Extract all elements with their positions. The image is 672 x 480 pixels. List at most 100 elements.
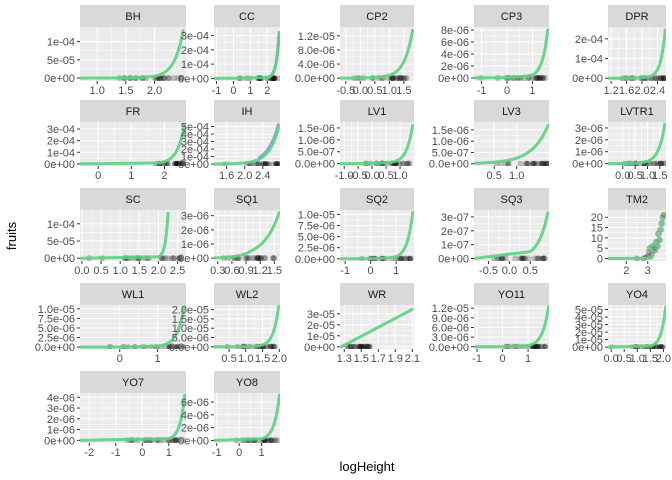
data-point [531, 160, 538, 166]
data-point [166, 344, 173, 349]
x-tick-label: 0.0 [353, 85, 368, 97]
panel-background [340, 27, 414, 81]
y-axis-title: fruits [4, 221, 19, 250]
data-layer [214, 123, 280, 166]
fit-curve [80, 124, 186, 166]
data-point [176, 160, 183, 166]
facet-strip [214, 100, 280, 122]
facet-strip-label: YO7 [122, 377, 144, 389]
facet-strip [80, 283, 186, 305]
x-tick-label: -1 [477, 85, 487, 97]
data-point [535, 75, 542, 81]
data-point [267, 343, 274, 349]
data-point [541, 255, 548, 261]
x-tick-label: 0 [368, 265, 374, 277]
data-point [519, 255, 526, 261]
data-point [401, 255, 408, 261]
data-point [398, 255, 405, 261]
data-point [398, 255, 405, 261]
data-point [261, 255, 268, 261]
y-tick-label: 2e-06 [181, 225, 209, 237]
data-point [257, 255, 264, 261]
facet-strip [608, 5, 666, 27]
data-point [399, 75, 406, 81]
y-tick-label: 2e-06 [441, 61, 469, 73]
data-point [175, 344, 182, 349]
x-tick-label: 0.6 [224, 265, 239, 277]
x-tick-label: 2 [161, 170, 167, 182]
y-tick-label: 5e-05 [47, 236, 75, 248]
data-point [498, 255, 505, 261]
data-point [275, 161, 280, 166]
y-tick-label: 1e-04 [47, 147, 75, 159]
data-point [658, 160, 665, 166]
fit-curve [214, 393, 280, 442]
facet-strip-label: CC [239, 11, 255, 23]
x-tick-label: 2.4 [255, 170, 270, 182]
x-tick-label: 1.9 [388, 353, 403, 365]
data-point [505, 160, 512, 166]
data-point [275, 75, 280, 81]
data-point [541, 343, 548, 349]
data-point [265, 437, 272, 443]
data-point [243, 255, 250, 261]
data-point [242, 255, 249, 261]
data-point [534, 343, 541, 349]
data-layer [608, 211, 666, 261]
data-point [534, 343, 541, 349]
facet-strip [80, 5, 186, 27]
fit-curve [608, 256, 654, 260]
data-point [543, 160, 549, 166]
facet-lv1: LV1 -1.0-0.50.00.51.0 0.0e+005.0e-071.0e-0… [295, 100, 414, 182]
data-point [521, 255, 528, 261]
data-point [657, 75, 664, 81]
data-point [174, 160, 181, 166]
data-point [171, 75, 178, 81]
data-point [543, 160, 549, 166]
data-point [172, 344, 179, 349]
y-tick-label: 0.0e+00 [295, 73, 335, 85]
data-point [394, 75, 401, 81]
data-point [166, 75, 173, 81]
data-point [397, 75, 404, 81]
x-tick-label: 1.6 [219, 170, 234, 182]
y-tick-label: 2e-05 [575, 327, 603, 339]
facet-strip-label: YO11 [498, 289, 525, 301]
data-point [366, 343, 373, 349]
data-point [259, 161, 266, 166]
facet-strip [608, 188, 666, 210]
facet-dpr: DPR 1.2 1.6 2.0 2.4 0e+00 1e-04 2e-04 [572, 5, 666, 97]
y-tick-label: 5e-05 [575, 305, 603, 317]
data-point [351, 343, 358, 349]
data-point [257, 255, 264, 261]
x-tick-label: 0 [117, 353, 123, 365]
data-point [404, 160, 411, 166]
data-point [365, 343, 372, 349]
data-point [176, 255, 183, 261]
y-tick-label: 2e-05 [307, 320, 335, 332]
y-tick-label: 0e+00 [44, 253, 75, 265]
facet-wl1: WL1 0 1 0.0e+002.5e-065.0e-067.5e-061.0e-05 [35, 283, 186, 365]
x-tick-label: 1.0 [392, 170, 407, 182]
data-point [160, 75, 167, 81]
data-point [661, 160, 666, 166]
facet-cc: CC -1 0 1 2 0e+00 1e-04 2e-04 3e-04 [178, 5, 280, 97]
y-tick-label: 1e-04 [575, 54, 603, 66]
data-point [406, 255, 413, 261]
x-tick-label: 1.0 [113, 265, 128, 277]
data-point [352, 343, 359, 349]
facet-strip [80, 100, 186, 122]
data-layer [474, 28, 549, 81]
y-tick-label: 6.0e-06 [432, 322, 469, 334]
data-point [529, 160, 536, 166]
facet-strip [214, 188, 280, 210]
y-tick-label: 6e-06 [441, 37, 469, 49]
data-point [172, 160, 179, 166]
y-tick-label: 7.5e-06 [298, 221, 335, 233]
data-point [179, 160, 186, 166]
data-point [540, 255, 547, 261]
data-point [396, 75, 403, 81]
